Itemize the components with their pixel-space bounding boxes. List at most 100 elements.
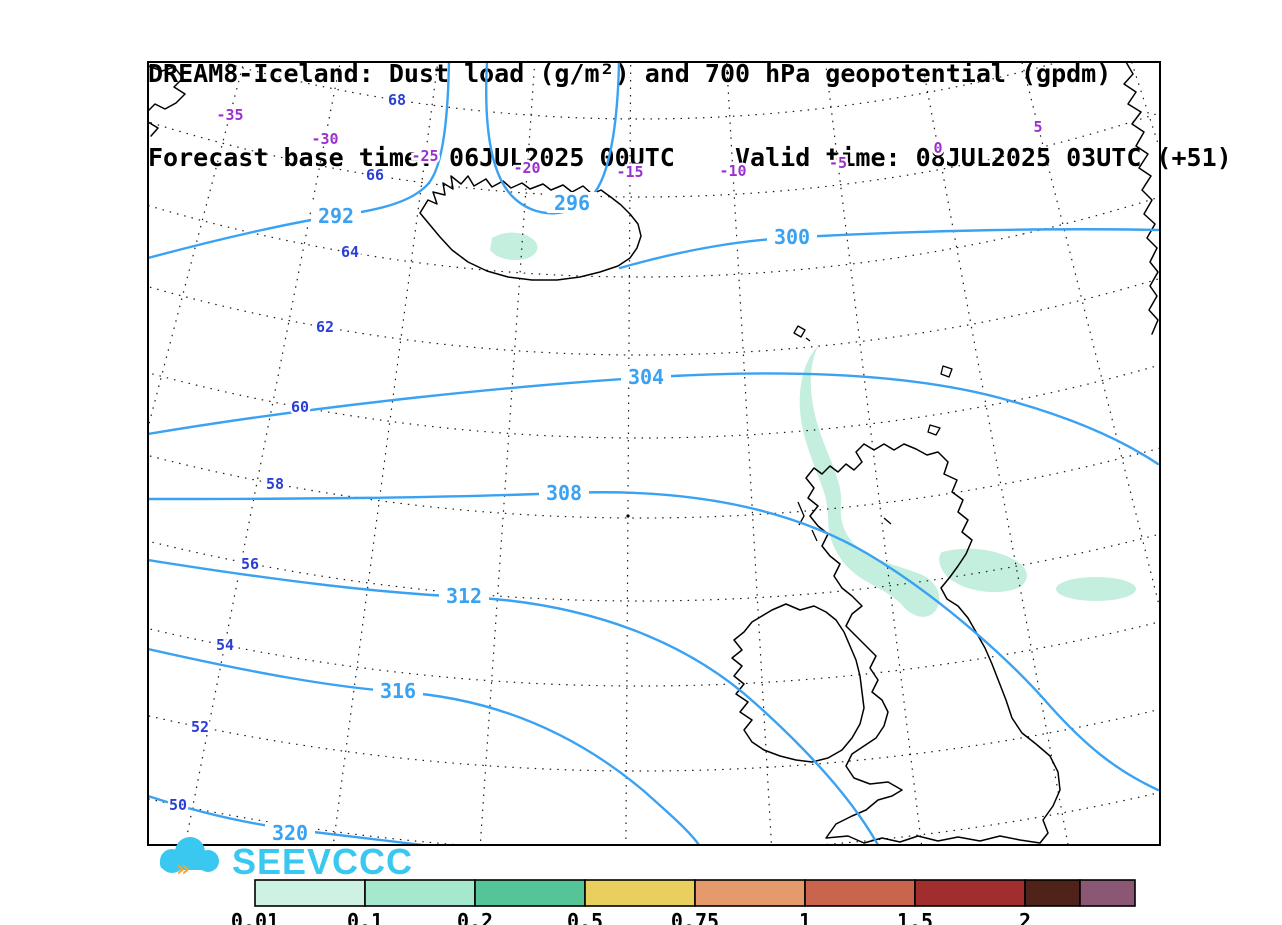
coastline-norway [1123,62,1159,335]
lat-label-66: 66 [366,166,384,184]
colorbar-segment [1024,879,1081,907]
lon-label--35: -35 [216,106,243,124]
lat-label-62: 62 [316,318,334,336]
latitude-circle [148,447,1160,519]
label-mask [621,366,671,387]
colorbar-tick-label: 1 [799,909,811,925]
lon-label--10: -10 [719,162,746,180]
colorbar-tick-label: 0.5 [567,909,603,925]
colorbar-segment [584,879,696,907]
title-line-2: Forecast base time: 06JUL2025 00UTC Vali… [148,143,1232,172]
shetland-islands [940,365,953,378]
dust-patch-iceland [490,232,538,260]
contour-label-320: 320 [272,821,308,845]
map-frame [147,61,1161,846]
label-mask [539,482,589,503]
longitude-meridian [726,62,773,845]
colorbar-segment [804,879,916,907]
lat-label-58: 58 [266,475,284,493]
lon-label-5: 5 [1033,118,1042,136]
geopotential-contour-300 [618,228,1160,270]
geopotential-contour-292 [148,62,451,260]
dust-patch-north-sea [1056,577,1136,601]
latitude-circle [148,532,1160,601]
contour-label-304: 304 [628,365,664,389]
lat-label-52: 52 [191,718,209,736]
cloud-icon: » [160,837,219,882]
geopotential-contour-308 [148,491,1160,792]
longitude-meridian [824,62,923,845]
colorbar-segment [914,879,1026,907]
colorbar-tick-label: 0.1 [347,909,383,925]
longitude-meridian [921,62,1069,845]
latitude-circle [148,277,1160,356]
geopotential-contour-312 [148,558,880,845]
rockall-islet [626,514,630,518]
coastline-greenland [148,65,186,112]
logo-wordmark: SEEVCCC [232,841,413,882]
coastline-iceland [419,175,642,281]
lat-label-56: 56 [241,555,259,573]
contour-label-308: 308 [546,481,582,505]
lon-label--5: -5 [829,154,847,172]
colorbar-segment [474,879,586,907]
logo-arrow-icon: » [176,857,190,882]
lon-label--30: -30 [311,130,338,148]
orkney-islands [927,424,941,436]
geopotential-contour-316 [148,647,701,845]
label-mask [373,680,423,701]
colorbar-segment [254,879,366,907]
label-mask [439,585,489,606]
longitude-label-layer: -35 -30 -25 -20 -15 -10 -5 0 5 [214,104,1045,184]
colorbar-tick-label: 0.75 [671,909,719,925]
geopotential-contour-296 [485,62,621,215]
title-line-1: DREAM8-Iceland: Dust load (g/m²) and 700… [148,59,1112,88]
lon-label--15: -15 [616,163,643,181]
label-mask [311,205,361,226]
label-mask [547,192,597,213]
contour-label-316: 316 [380,679,416,703]
longitude-meridian [184,62,341,845]
colorbar-segment [364,879,476,907]
coastline-ireland [731,603,865,763]
colorbar-tick-label: 0.01 [231,909,279,925]
colorbar: 0.01 0.1 0.2 0.5 0.75 1 1.5 2 [231,879,1136,925]
lon-label-0: 0 [933,139,942,157]
lat-label-50: 50 [169,796,187,814]
contour-label-292: 292 [318,204,354,228]
lat-label-60: 60 [291,398,309,416]
coastline-layer [148,62,1159,844]
colorbar-tick-label: 0.2 [457,909,493,925]
contour-label-312: 312 [446,584,482,608]
dust-shading-layer [490,232,1136,617]
lon-label--25: -25 [411,147,438,165]
coastline-great-britain [805,443,1061,844]
coastline-greenland [148,121,159,137]
colorbar-segment [694,879,806,907]
dust-band-scotland [799,346,940,617]
latitude-label-layer: 68 66 64 62 60 58 56 54 52 50 [166,89,408,817]
contour-label-layer: 292 296 300 304 308 312 316 320 [265,191,817,845]
contour-label-296: 296 [554,191,590,215]
lat-label-68: 68 [388,91,406,109]
label-mask [265,822,315,843]
longitude-meridian [625,62,632,845]
geopotential-contour-layer [148,62,1160,845]
label-mask [767,226,817,247]
lat-label-64: 64 [341,243,359,261]
colorbar-tick-label: 2 [1019,909,1031,925]
geopotential-contour-304 [148,372,1160,466]
contour-label-300: 300 [774,225,810,249]
longitude-meridian [332,62,439,845]
map-title: DREAM8-Iceland: Dust load (g/m²) and 700… [148,4,1232,200]
longitude-meridian [1130,62,1160,152]
colorbar-tick-label: 1.5 [897,909,933,925]
longitude-meridian [1021,62,1160,612]
faroe-islands [793,325,811,342]
lat-label-54: 54 [216,636,234,654]
lon-label--20: -20 [513,159,540,177]
latitude-circle [218,62,1062,120]
dust-lobe-east-scotland [939,548,1027,593]
